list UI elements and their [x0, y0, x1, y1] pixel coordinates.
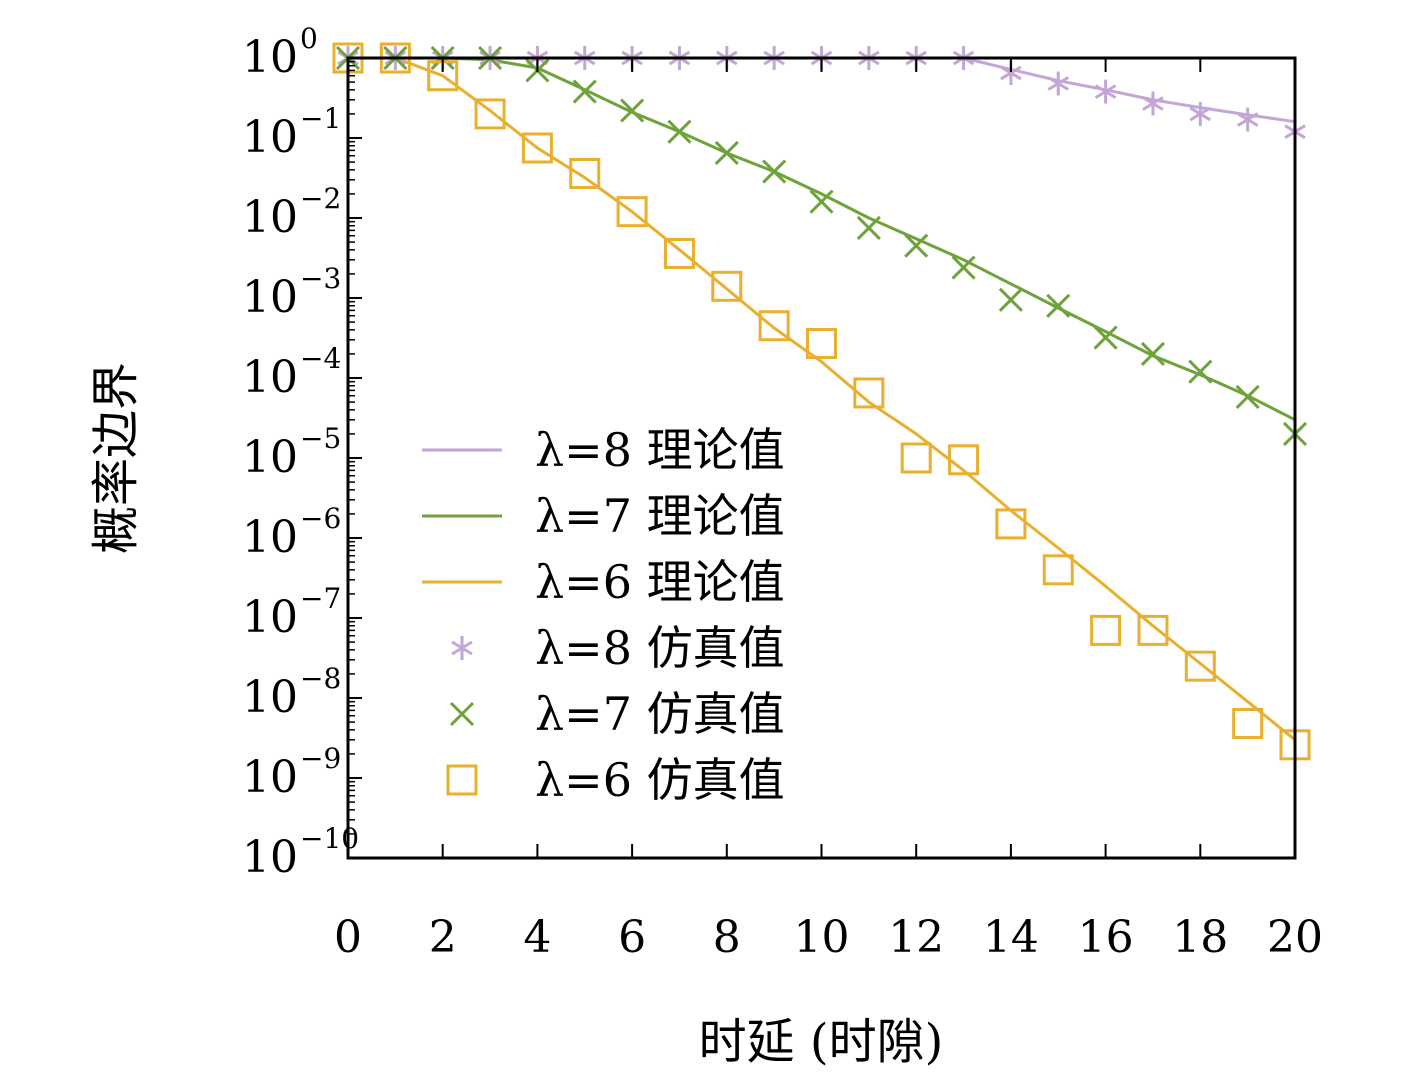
plot-area [332, 42, 1311, 761]
data-point-square [806, 327, 837, 359]
legend-item: λ=8 理论值 [422, 423, 785, 477]
data-point-x [904, 233, 929, 258]
x-tick-label: 0 [334, 912, 362, 963]
data-point-x [1188, 359, 1213, 384]
data-point-square [995, 508, 1027, 540]
data-point-x [572, 79, 597, 104]
data-point-square [711, 270, 743, 302]
y-axis-title: 概率边界 [88, 362, 144, 554]
y-tick-exponent: −3 [300, 262, 341, 295]
data-point-x [951, 255, 976, 280]
y-tick-label: 10 [242, 32, 298, 83]
legend-item: λ=7 仿真值 [449, 687, 785, 741]
series-line [348, 56, 1296, 422]
series-markers [332, 42, 1311, 761]
y-tick-exponent: −10 [300, 822, 359, 855]
data-point-asterisk [1094, 79, 1117, 104]
y-tick-label: 10 [242, 432, 298, 483]
data-point-x [620, 98, 645, 123]
x-tick-label: 6 [618, 912, 646, 963]
y-tick-exponent: −4 [300, 342, 341, 375]
x-tick-label: 10 [794, 912, 850, 963]
y-tick-label: 10 [242, 512, 298, 563]
x-tick-label: 20 [1267, 912, 1323, 963]
y-tick-label: 10 [242, 832, 298, 883]
x-tick-label: 8 [713, 912, 741, 963]
y-tick-label: 10 [242, 592, 298, 643]
y-tick-label: 10 [242, 272, 298, 323]
data-point-square [616, 196, 648, 228]
y-tick-label: 10 [242, 352, 298, 403]
data-point-square [1090, 614, 1122, 646]
data-point-x [1093, 325, 1118, 350]
data-point-square [853, 377, 885, 409]
data-point-square [569, 157, 601, 189]
data-point-square [758, 310, 790, 342]
data-point-x [762, 159, 787, 184]
plot-frame [346, 56, 1297, 860]
legend-item: λ=8 仿真值 [451, 621, 785, 675]
x-axis-title: 时延 (时隙) [699, 1014, 944, 1070]
legend-label: λ=7 仿真值 [535, 687, 785, 741]
y-tick-exponent: −2 [300, 182, 341, 215]
data-point-x [1140, 341, 1166, 366]
data-point-square [900, 442, 932, 474]
y-tick-exponent: 0 [300, 22, 318, 55]
x-tick-label: 18 [1172, 912, 1228, 963]
legend-label: λ=8 仿真值 [535, 621, 785, 675]
data-point-square [1232, 708, 1264, 740]
data-point-square [521, 132, 553, 164]
x-tick-label: 14 [983, 912, 1039, 963]
y-tick-exponent: −6 [300, 502, 341, 535]
x-tick-label: 12 [888, 912, 944, 963]
legend: λ=8 理论值 λ=7 理论值 λ=6 理论值 λ=8 仿真值 λ=7 仿真值 λ=6 仿… [422, 423, 785, 807]
y-tick-exponent: −7 [300, 582, 341, 615]
legend-item: λ=6 仿真值 [446, 753, 785, 807]
data-point-x [667, 119, 692, 144]
x-tick-label: 4 [523, 912, 551, 963]
legend-label: λ=7 理论值 [535, 489, 785, 543]
data-point-square [1042, 554, 1074, 586]
legend-label: λ=6 理论值 [535, 555, 785, 609]
data-point-square [474, 98, 506, 130]
data-point-square [948, 444, 980, 476]
data-point-asterisk [1189, 101, 1212, 126]
data-point-square [663, 237, 695, 269]
data-point-square [1137, 614, 1169, 646]
data-point-asterisk [1047, 71, 1070, 96]
data-point-x [449, 701, 475, 727]
y-tick-label: 10 [242, 112, 298, 163]
data-point-x [1046, 293, 1071, 318]
data-point-x [714, 140, 739, 166]
y-tick-label: 10 [242, 752, 298, 803]
y-tick-exponent: −9 [300, 742, 341, 775]
y-tick-label: 10 [242, 672, 298, 723]
legend-item: λ=6 理论值 [422, 555, 785, 609]
x-tick-label: 2 [429, 912, 457, 963]
y-tick-exponent: −8 [300, 662, 341, 695]
y-tick-exponent: −5 [300, 422, 341, 455]
y-tick-label: 10 [242, 192, 298, 243]
legend-label: λ=6 仿真值 [535, 753, 785, 807]
series-line [348, 56, 1296, 741]
data-point-x [998, 287, 1023, 312]
data-point-x [809, 189, 834, 214]
legend-label: λ=8 理论值 [535, 423, 785, 477]
data-point-asterisk [1142, 91, 1164, 116]
data-point-x [856, 215, 881, 241]
data-point-square [1184, 650, 1216, 682]
legend-item: λ=7 理论值 [422, 489, 785, 543]
data-point-x [1235, 384, 1260, 409]
y-tick-exponent: −1 [300, 102, 341, 135]
x-tick-label: 16 [1078, 912, 1134, 963]
data-point-asterisk [451, 636, 473, 660]
data-point-asterisk [1236, 107, 1259, 132]
data-point-square [446, 764, 478, 796]
